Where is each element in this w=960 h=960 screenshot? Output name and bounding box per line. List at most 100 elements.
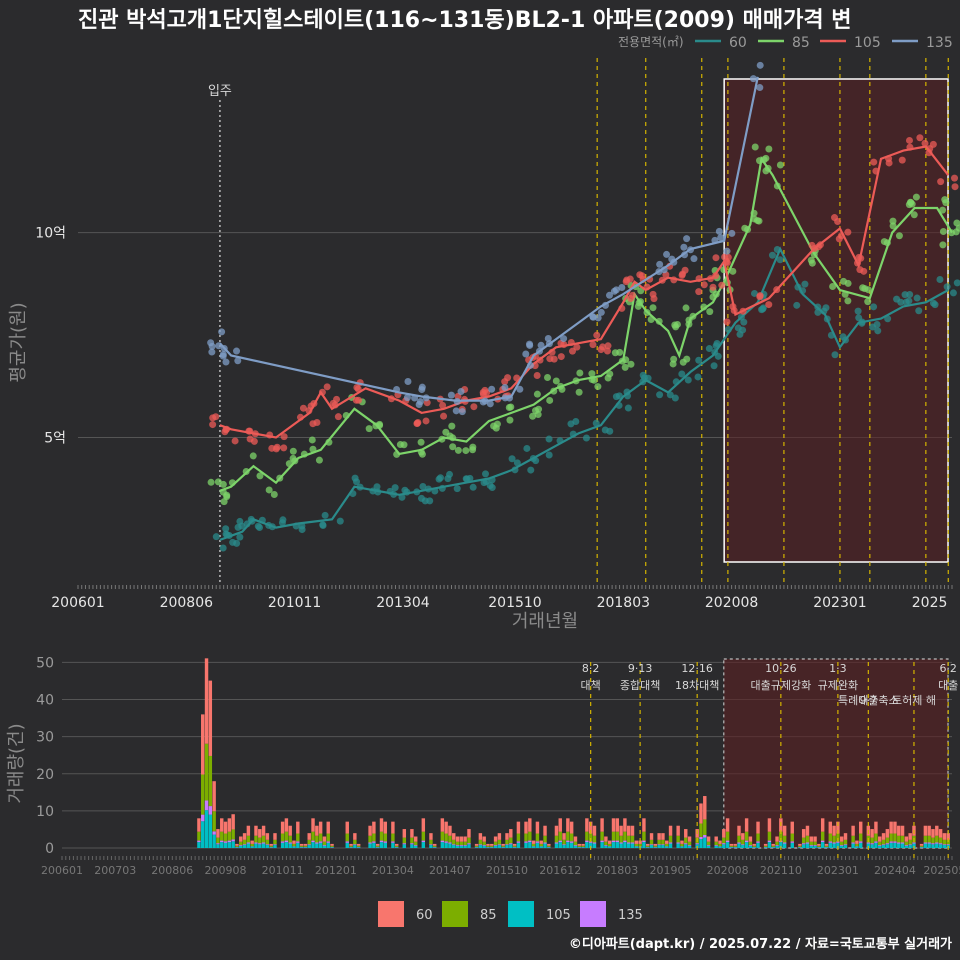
x2-tick-label: 201304 [372,864,414,877]
scatter-point-60 [527,466,535,474]
volume-bar-60 [562,833,566,840]
scatter-point-85 [616,348,624,356]
volume-bar-135 [897,842,901,844]
scatter-point-60 [446,470,454,478]
volume-bar-135 [878,845,882,846]
volume-bar-60 [763,843,768,846]
volume-bar-85 [828,833,833,842]
volume-bar-105 [737,843,741,848]
volume-bar-60 [722,829,726,838]
volume-bar-60 [463,836,467,842]
volume-bar-105 [345,842,349,848]
scatter-point-85 [895,232,903,240]
volume-bar-105 [212,834,216,848]
volume-bar-105 [824,847,829,848]
volume-bar-135 [676,842,680,844]
volume-bar-85 [220,831,224,841]
volume-bar-105 [569,842,574,848]
scatter-point-105 [212,413,220,421]
scatter-point-60 [750,289,758,297]
scatter-point-60 [705,345,713,353]
volume-bar-135 [296,841,300,843]
volume-bar-60 [630,825,635,836]
volume-bar-105 [246,843,251,848]
scatter-point-105 [550,355,558,363]
volume-bar-135 [353,844,357,846]
volume-bar-85 [813,841,817,846]
volume-bar-60 [486,843,490,846]
scatter-point-60 [759,305,767,313]
volume-bar-105 [714,845,718,848]
volume-bar-85 [725,831,730,841]
y-tick-label: 10억 [35,226,66,242]
scatter-point-85 [270,491,278,499]
volume-bar-85 [394,845,399,847]
volume-bar-135 [227,840,232,843]
volume-bar-60 [744,818,749,832]
volume-bar-105 [585,842,589,848]
highlight-region [723,78,949,563]
volume-bar-105 [318,842,323,848]
scatter-point-105 [870,158,878,166]
volume-bar-135 [725,840,730,843]
volume-bar-105 [478,845,483,848]
volume-bar-60 [904,836,909,842]
scatter-point-85 [910,211,918,219]
volume-bar-105 [748,845,753,848]
volume-bar-60 [775,836,779,842]
scatter-point-105 [723,318,731,326]
volume-bar-105 [554,843,559,848]
volume-bar-85 [315,835,319,843]
scatter-point-105 [299,404,307,412]
volume-bar-85 [288,835,292,843]
volume-bar-85 [801,837,806,844]
volume-bar-60 [581,843,585,846]
scatter-point-105 [573,343,581,351]
volume-bar-85 [623,831,627,841]
volume-bar-60 [474,843,479,846]
volume-bar-85 [258,837,262,844]
scatter-point-135 [522,350,530,358]
scatter-point-60 [839,333,847,341]
volume-bar-85 [870,837,874,844]
volume-bar-105 [353,845,357,848]
scatter-point-85 [939,227,947,235]
volume-bar-85 [881,839,886,845]
volume-bar-135 [569,841,574,843]
volume-bar-60 [444,821,448,834]
volume-bar-105 [733,847,737,848]
volume-bar-105 [881,845,886,848]
scatter-point-105 [333,395,341,403]
scatter-point-135 [234,357,242,365]
volume-bar-60 [661,833,665,840]
volume-bar-60 [467,829,471,838]
volume-bar-85 [657,839,661,845]
volume-bar-85 [938,837,943,844]
volume-bar-135 [657,844,661,846]
volume-bar-60 [729,843,734,846]
scatter-point-85 [670,355,678,363]
volume-bar-135 [467,843,471,845]
volume-bar-105 [372,842,376,848]
x2-tick-label: 202008 [707,864,749,877]
volume-bar-135 [611,840,616,843]
chart-title: 진관 박석고개1단지힐스테이트(116~131동)BL2-1 아파트(2009)… [78,8,852,33]
volume-bar-105 [391,842,395,848]
volume-bar-60 [798,843,802,846]
volume-bar-135 [208,806,213,815]
scatter-point-105 [470,403,478,411]
volume-bar-135 [573,845,578,846]
scatter-point-105 [597,346,605,354]
volume-bar-135 [927,842,931,844]
volume-bar-60 [440,818,445,832]
scatter-point-60 [601,426,609,434]
scatter-point-60 [869,323,877,331]
volume-bar-60 [703,796,707,820]
volume-bar-85 [946,839,950,845]
volume-bar-105 [501,847,505,848]
volume-bar-60 [452,833,456,840]
volume-bar-105 [809,845,813,848]
scatter-point-105 [808,241,816,249]
volume-bar-105 [680,846,684,848]
scatter-point-60 [694,373,702,381]
